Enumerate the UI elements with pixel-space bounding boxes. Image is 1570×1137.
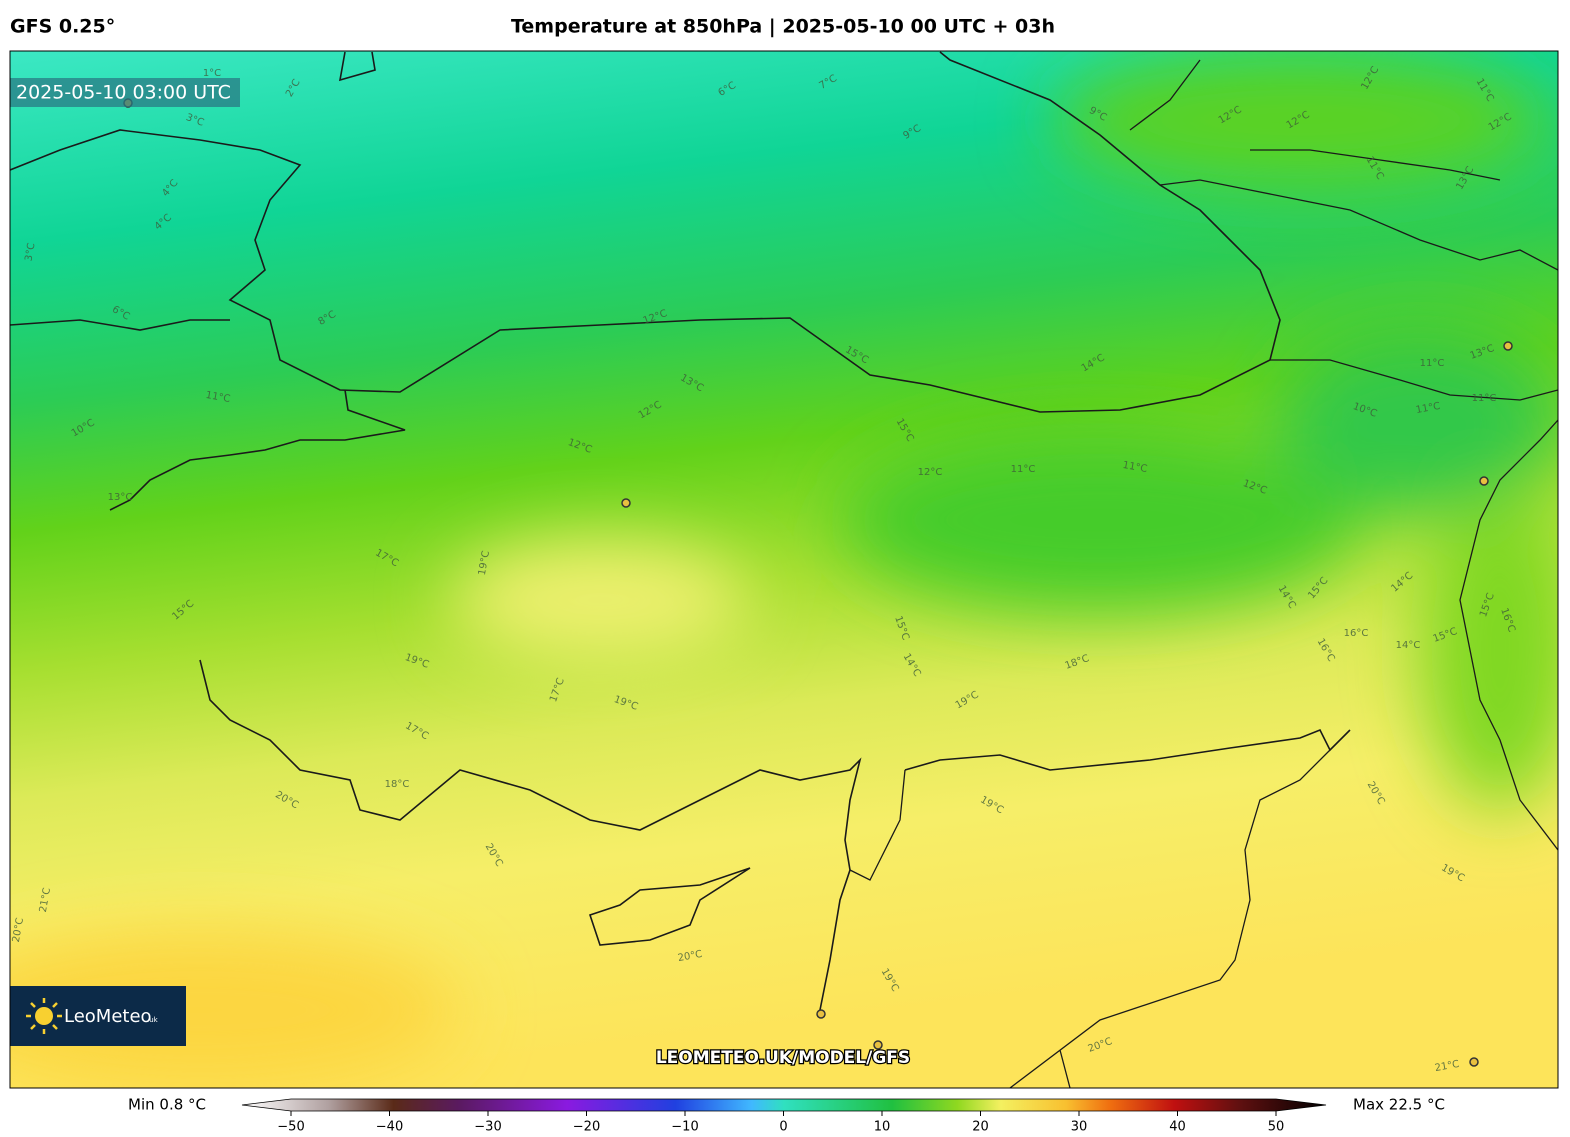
contour-label: 21°C [1434,1059,1460,1074]
colorbar-bar [241,1098,1327,1112]
contour-label: 12°C [918,467,943,478]
colorbar-tick-label: 30 [1071,1120,1088,1135]
logo-name: LeoMeteo [64,1006,152,1027]
border [1129,59,1558,271]
colorbar-tick-label: −10 [671,1120,698,1135]
border [849,359,1558,1088]
colorbar-tick-label: 40 [1169,1120,1186,1135]
colorbar-tick-label: 50 [1268,1120,1285,1135]
colorbar-tick-label: −50 [277,1120,304,1135]
map-title: Temperature at 850hPa | 2025-05-10 00 UT… [511,16,1055,38]
coastline [10,51,1281,413]
min-label: Min 0.8 °C [128,1096,206,1114]
map-frame [9,50,1559,1089]
colorbar-tick-label: −40 [376,1120,403,1135]
contour-label: 16°C [1344,628,1369,639]
contour-label: 19°C [477,550,492,576]
colorbar-tick-label: 10 [874,1120,891,1135]
temperature-blobs [10,51,1558,1088]
map: 1°C2°C3°C4°C4°C3°C6°C 8°C6°C 7°C9°C9°C12°C… [10,51,1558,1088]
contour-label: 3°C [23,242,37,262]
cyprus [588,867,751,946]
contour-label: 11°C [1472,393,1497,404]
contour-label: 1°C [203,68,221,79]
valid-time: 2025-05-10 03:00 UTC [16,82,231,104]
contour-label: 11°C [205,390,231,405]
model-label: GFS 0.25° [10,16,115,38]
contour-label: 11°C [1011,464,1036,475]
time-box [10,78,240,107]
colorbar-tick-label: −30 [474,1120,501,1135]
contour-label: 13°C [108,492,133,503]
colorbar-tick-label: −20 [573,1120,600,1135]
colorbar-tick-label: 20 [972,1120,989,1135]
colorbar: −50 −40 −30 −20 −10 0 10 20 30 40 50 [241,1098,1327,1135]
contour-label: 18°C [385,779,410,790]
colorbar-tick-label: 0 [779,1120,787,1135]
contour-label: 20°C [677,949,703,964]
contour-label: 20°C [11,917,26,943]
contour-label: 11°C [1122,460,1148,475]
watermark: LEOMETEO.UK/MODEL/GFS [656,1048,910,1068]
coastline [10,319,406,511]
contour-label: 14°C [1396,640,1421,651]
coastline [199,659,1351,1011]
max-label: Max 22.5 °C [1353,1096,1445,1114]
contour-label: 11°C [1420,358,1445,369]
logo-sun [26,998,62,1034]
contour-label: 21°C [38,887,53,913]
contour-label: 11°C [1415,401,1441,416]
logo-suffix: .uk [147,1016,159,1024]
